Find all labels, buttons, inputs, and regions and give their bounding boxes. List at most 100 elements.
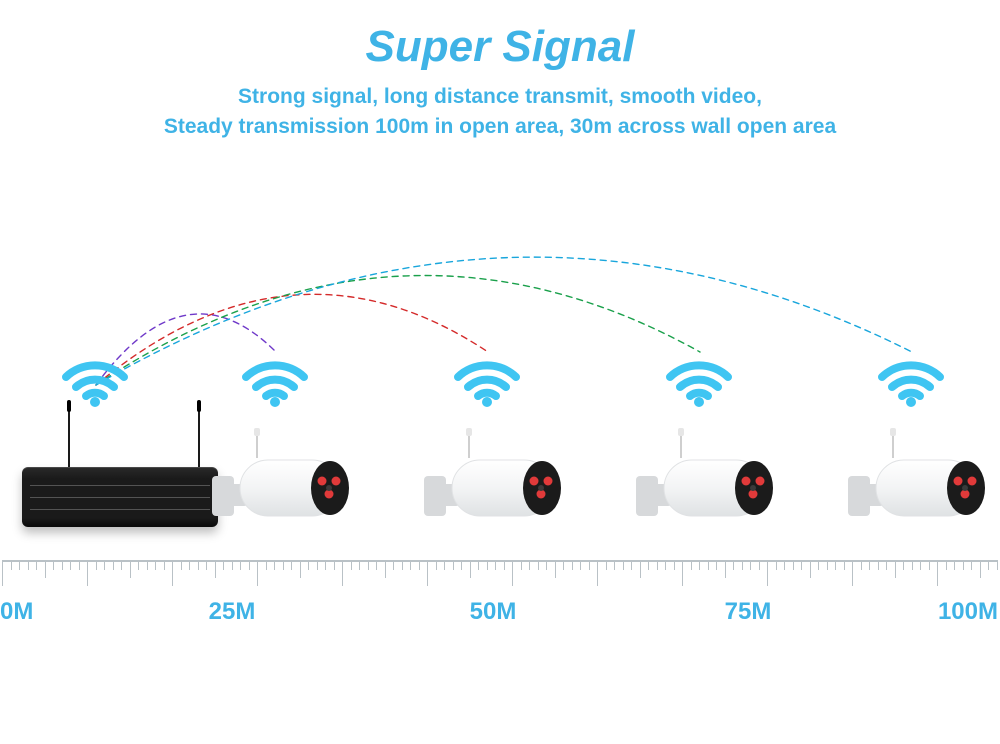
ruler-major-tick (852, 560, 853, 586)
ruler-minor-tick (113, 560, 114, 570)
ruler-minor-tick (436, 560, 437, 570)
ruler-minor-tick (334, 560, 335, 570)
ruler-minor-tick (529, 560, 530, 570)
ruler-minor-tick (844, 560, 845, 570)
ruler-minor-tick (198, 560, 199, 570)
ruler-minor-tick (708, 560, 709, 570)
ruler-minor-tick (147, 560, 148, 570)
ruler-minor-tick (886, 560, 887, 570)
ruler-minor-tick (359, 560, 360, 570)
ruler-minor-tick (929, 560, 930, 570)
distance-label: 75M (725, 598, 772, 626)
ruler-minor-tick (657, 560, 658, 570)
ruler-major-tick (427, 560, 428, 586)
ruler-minor-tick (903, 560, 904, 570)
ruler-mid-tick (895, 560, 896, 578)
ruler-minor-tick (818, 560, 819, 570)
ruler-minor-tick (308, 560, 309, 570)
ruler-minor-tick (325, 560, 326, 570)
ruler-minor-tick (351, 560, 352, 570)
ruler-minor-tick (572, 560, 573, 570)
camera-device (848, 428, 988, 548)
ruler-minor-tick (495, 560, 496, 570)
ruler-mid-tick (555, 560, 556, 578)
infographic-stage: Super Signal Strong signal, long distanc… (0, 0, 1000, 744)
ruler-minor-tick (742, 560, 743, 570)
distance-label: 25M (209, 598, 256, 626)
ruler-minor-tick (971, 560, 972, 570)
signal-arc-3 (96, 276, 700, 385)
camera-device (212, 428, 352, 548)
ruler-minor-tick (954, 560, 955, 570)
ruler-minor-tick (827, 560, 828, 570)
ruler-minor-tick (623, 560, 624, 570)
ruler-minor-tick (988, 560, 989, 570)
ruler-major-tick (682, 560, 683, 586)
ruler-minor-tick (453, 560, 454, 570)
ruler-minor-tick (716, 560, 717, 570)
ruler-minor-tick (155, 560, 156, 570)
ruler-major-tick (257, 560, 258, 586)
ruler-minor-tick (920, 560, 921, 570)
ruler-minor-tick (121, 560, 122, 570)
ruler-minor-tick (631, 560, 632, 570)
nvr-trim-line (30, 497, 210, 498)
ruler-minor-tick (53, 560, 54, 570)
ruler-minor-tick (963, 560, 964, 570)
ruler-minor-tick (19, 560, 20, 570)
ruler-minor-tick (478, 560, 479, 570)
ruler-minor-tick (784, 560, 785, 570)
nvr-antenna-tip (67, 400, 71, 412)
ruler-mid-tick (725, 560, 726, 578)
ruler-minor-tick (444, 560, 445, 570)
subtitle-line-2: Steady transmission 100m in open area, 3… (164, 115, 836, 138)
ruler-minor-tick (62, 560, 63, 570)
ruler-major-tick (937, 560, 938, 586)
headline-title: Super Signal (0, 22, 1000, 72)
distance-label: 0M (0, 598, 33, 626)
ruler-minor-tick (691, 560, 692, 570)
nvr-trim-line (30, 485, 210, 486)
ruler-major-tick (342, 560, 343, 586)
nvr-trim-line (30, 509, 210, 510)
ruler-minor-tick (674, 560, 675, 570)
ruler-minor-tick (997, 560, 998, 570)
ruler-minor-tick (393, 560, 394, 570)
nvr-antenna (68, 410, 70, 470)
wifi-icon (664, 347, 734, 407)
ruler-minor-tick (249, 560, 250, 570)
ruler-minor-tick (96, 560, 97, 570)
ruler-minor-tick (835, 560, 836, 570)
ruler-minor-tick (606, 560, 607, 570)
ruler-minor-tick (240, 560, 241, 570)
ruler-minor-tick (104, 560, 105, 570)
ruler-minor-tick (223, 560, 224, 570)
nvr-antenna (198, 410, 200, 470)
ruler-minor-tick (776, 560, 777, 570)
ruler-mid-tick (810, 560, 811, 578)
ruler-mid-tick (215, 560, 216, 578)
ruler-minor-tick (368, 560, 369, 570)
ruler-major-tick (172, 560, 173, 586)
ruler-minor-tick (189, 560, 190, 570)
ruler-baseline (2, 560, 998, 562)
ruler-minor-tick (793, 560, 794, 570)
wifi-icon (876, 347, 946, 407)
ruler-minor-tick (232, 560, 233, 570)
ruler-minor-tick (138, 560, 139, 570)
ruler-minor-tick (614, 560, 615, 570)
distance-label: 50M (470, 598, 517, 626)
ruler-mid-tick (385, 560, 386, 578)
ruler-minor-tick (878, 560, 879, 570)
ruler-minor-tick (589, 560, 590, 570)
ruler-minor-tick (410, 560, 411, 570)
camera-device (636, 428, 776, 548)
ruler-minor-tick (28, 560, 29, 570)
ruler-mid-tick (640, 560, 641, 578)
ruler-minor-tick (699, 560, 700, 570)
ruler-major-tick (597, 560, 598, 586)
ruler-minor-tick (750, 560, 751, 570)
ruler-minor-tick (291, 560, 292, 570)
distance-label: 100M (938, 598, 998, 626)
ruler-mid-tick (300, 560, 301, 578)
